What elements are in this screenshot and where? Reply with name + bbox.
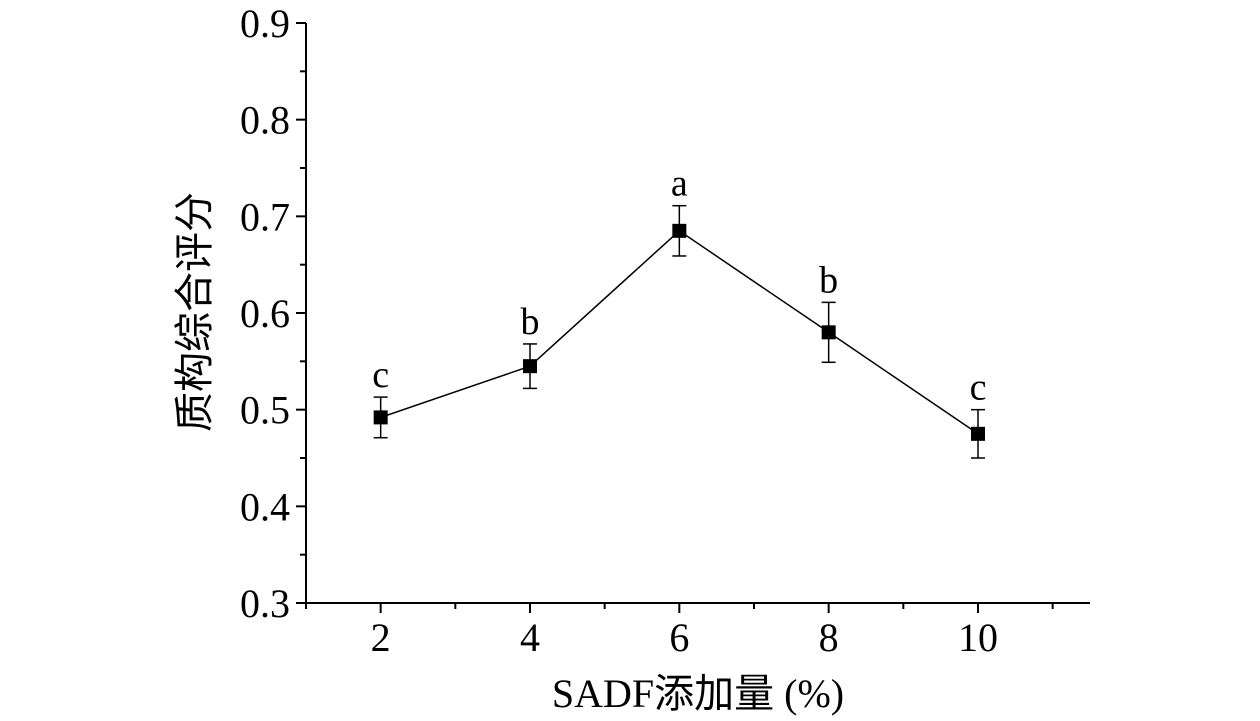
significance-label: a [671, 163, 688, 205]
y-tick-label: 0.8 [240, 98, 290, 143]
significance-label: c [970, 367, 987, 409]
y-tick-label: 0.9 [240, 1, 290, 46]
data-point [373, 410, 388, 425]
y-tick-label: 0.4 [240, 484, 290, 529]
x-axis-ticks: 2 4 6 8 10 [305, 603, 1054, 660]
significance-label: c [372, 354, 389, 396]
x-tick-label: 2 [371, 615, 391, 660]
data-series: c b a b c [372, 163, 987, 459]
y-tick-label: 0.7 [240, 194, 290, 239]
axes [305, 23, 1090, 604]
significance-label: b [521, 301, 540, 343]
series-line [380, 229, 979, 435]
y-axis-ticks: 0.3 0.4 0.5 0.6 0.7 0.8 0.9 [240, 1, 306, 626]
x-tick-label: 10 [958, 615, 998, 660]
y-tick-label: 0.6 [240, 291, 290, 336]
y-axis-title: 质构综合评分 [172, 192, 217, 432]
data-point [523, 359, 537, 374]
data-point [971, 426, 985, 441]
data-point [672, 223, 687, 238]
data-point [821, 325, 836, 340]
x-tick-label: 8 [819, 615, 839, 660]
x-tick-label: 4 [520, 615, 540, 660]
x-tick-label: 6 [669, 615, 689, 660]
y-tick-label: 0.5 [240, 388, 290, 433]
significance-label: b [819, 259, 838, 301]
y-tick-label: 0.3 [240, 581, 290, 626]
x-axis-title: SADF添加量 (%) [552, 671, 844, 716]
